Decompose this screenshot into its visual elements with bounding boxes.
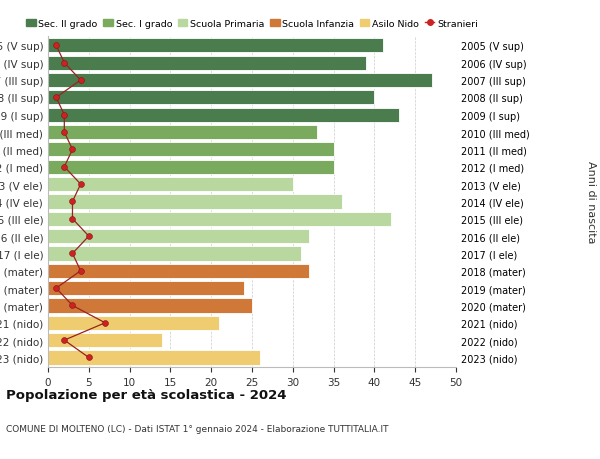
Point [76,77,85,84]
Bar [48,264,309,278]
Point [59,60,69,67]
Point [84,354,94,361]
Bar [48,178,293,192]
Bar [48,351,260,365]
Point [52,285,61,292]
Text: Popolazione per età scolastica - 2024: Popolazione per età scolastica - 2024 [6,388,287,401]
Bar [48,316,220,330]
Bar [48,247,301,261]
Point [52,43,61,50]
Point [76,268,85,275]
Point [52,95,61,102]
Text: COMUNE DI MOLTENO (LC) - Dati ISTAT 1° gennaio 2024 - Elaborazione TUTTITALIA.IT: COMUNE DI MOLTENO (LC) - Dati ISTAT 1° g… [6,425,389,434]
Point [68,198,77,206]
Bar [48,74,431,88]
Point [59,129,69,136]
Bar [48,39,383,53]
Bar [48,108,399,123]
Legend: Sec. II grado, Sec. I grado, Scuola Primaria, Scuola Infanzia, Asilo Nido, Stran: Sec. II grado, Sec. I grado, Scuola Prim… [26,20,478,29]
Bar [48,143,334,157]
Bar [48,281,244,296]
Bar [48,56,366,71]
Bar [48,195,342,209]
Point [84,233,94,240]
Point [76,181,85,188]
Point [68,302,77,309]
Point [59,164,69,171]
Point [68,216,77,223]
Point [100,319,110,327]
Point [68,146,77,154]
Bar [48,160,334,174]
Bar [48,333,162,347]
Point [59,337,69,344]
Bar [48,91,374,105]
Bar [48,126,317,140]
Text: Anni di nascita: Anni di nascita [586,161,596,243]
Point [59,112,69,119]
Bar [48,299,252,313]
Point [68,250,77,257]
Bar [48,212,391,226]
Bar [48,230,309,244]
